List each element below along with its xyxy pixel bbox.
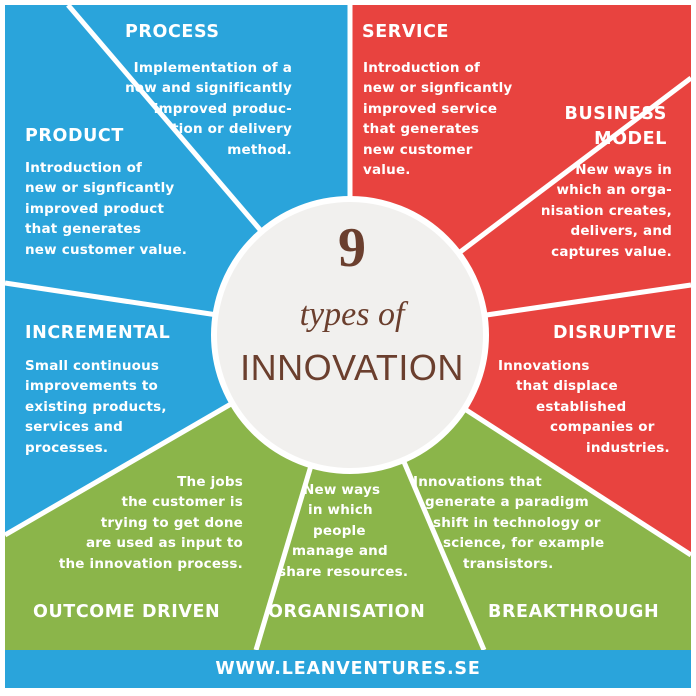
incremental-line: processes.	[25, 439, 109, 456]
wedge-organisation	[256, 335, 484, 650]
business-model-line: captures value.	[551, 243, 672, 260]
process-line: improved produc-	[153, 100, 292, 117]
incremental-line: Small continuous	[25, 358, 160, 374]
outcome-driven-title: OUTCOME DRIVEN	[33, 602, 221, 622]
outcome-driven-description: The jobs the customer is trying to get d…	[59, 472, 243, 574]
process-description: Implementation of a new and significantl…	[125, 58, 292, 160]
organisation-line: New ways	[303, 482, 381, 498]
center-circle	[211, 196, 489, 474]
product-line: improved product	[25, 200, 165, 217]
footer-bar	[5, 650, 691, 688]
outcome-driven-line: trying to get done	[100, 514, 243, 531]
outcome-driven-line: The jobs	[177, 474, 243, 490]
process-title: PROCESS	[125, 22, 220, 42]
service-line: that generates	[363, 121, 480, 138]
incremental-line: improvements to	[25, 378, 158, 395]
disruptive-line: established	[536, 398, 627, 415]
center-title: INNOVATION	[240, 347, 464, 388]
disruptive-line: Innovations	[498, 358, 590, 374]
center-number: 9	[338, 217, 366, 279]
organisation-line: manage and	[292, 543, 388, 560]
incremental-title: INCREMENTAL	[25, 323, 171, 343]
service-title: SERVICE	[362, 22, 450, 42]
outcome-driven-line: are used as input to	[85, 535, 243, 552]
service-line: value.	[363, 162, 411, 179]
disruptive-title: DISRUPTIVE	[553, 323, 678, 343]
incremental-description: Small continuous improvements to existin…	[25, 356, 167, 458]
breakthrough-line: science, for example	[443, 535, 605, 552]
product-line: that generates	[25, 221, 142, 238]
product-title: PRODUCT	[25, 126, 124, 146]
service-line: new customer	[363, 141, 473, 158]
service-line: improved service	[363, 100, 498, 117]
service-line: Introduction of	[363, 60, 481, 76]
organisation-description: New ways in which people manage and shar…	[268, 480, 428, 582]
breakthrough-line: Innovations that	[413, 474, 542, 490]
outcome-driven-line: the customer is	[121, 494, 243, 511]
incremental-line: services and	[25, 419, 123, 436]
product-line: Introduction of	[25, 160, 143, 176]
business-model-description: New ways in which an orga- nisation crea…	[541, 160, 672, 262]
organisation-line: share resources.	[278, 563, 409, 580]
product-line: new customer value.	[25, 241, 188, 258]
service-line: new or signficantly	[363, 80, 513, 97]
process-line: method.	[227, 141, 292, 158]
business-model-line: delivers, and	[570, 223, 672, 240]
disruptive-line: industries.	[586, 439, 670, 456]
disruptive-line: companies or	[550, 419, 655, 436]
process-line: Implementation of a	[133, 60, 292, 76]
process-line: new and significantly	[125, 80, 292, 97]
business-model-line: which an orga-	[556, 182, 672, 199]
breakthrough-line: shift in technology or	[433, 514, 601, 531]
product-line: new or signficantly	[25, 180, 175, 197]
breakthrough-line: transistors.	[463, 555, 554, 572]
organisation-line: people	[313, 522, 366, 539]
center-subtitle: types of	[299, 296, 405, 333]
disruptive-description: Innovations that displace established co…	[498, 356, 678, 458]
website-url: WWW.LEANVENTURES.SE	[215, 659, 481, 679]
product-description: Introduction of new or signficantly impr…	[25, 158, 187, 260]
disruptive-line: that displace	[516, 378, 618, 395]
process-line: tion or delivery	[172, 121, 292, 138]
breakthrough-line: generate a paradigm	[425, 494, 589, 511]
incremental-line: existing products,	[25, 398, 167, 415]
business-model-title-line: BUSINESS	[564, 104, 667, 124]
service-description: Introduction of new or signficantly impr…	[363, 58, 512, 180]
breakthrough-title: BREAKTHROUGH	[488, 602, 660, 622]
breakthrough-description: Innovations that generate a paradigm shi…	[413, 472, 653, 574]
outcome-driven-line: the innovation process.	[58, 555, 243, 572]
organisation-line: in which	[308, 502, 373, 519]
business-model-title-line: MODEL	[594, 129, 667, 149]
business-model-line: nisation creates,	[540, 202, 672, 219]
business-model-title: BUSINESS MODEL	[565, 102, 668, 152]
organisation-title: ORGANISATION	[268, 602, 426, 622]
business-model-line: New ways in	[575, 162, 672, 178]
